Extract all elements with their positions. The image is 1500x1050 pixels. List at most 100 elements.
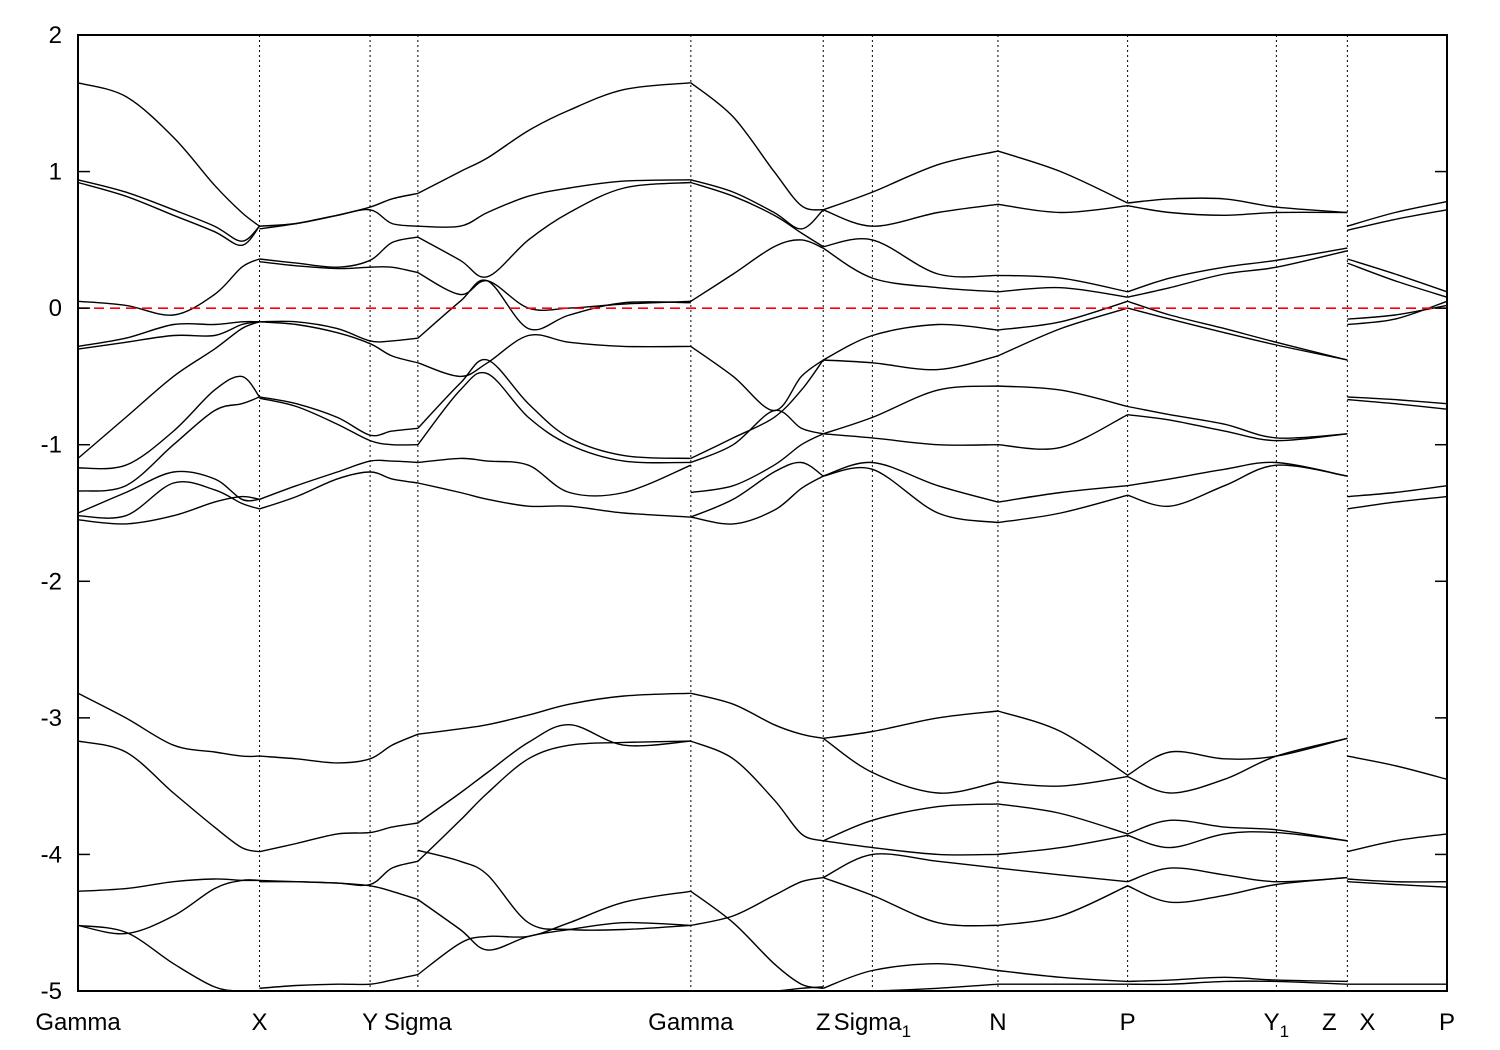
band-line-seg4-b1 (822, 203, 998, 227)
y-tick-label: -2 (41, 568, 62, 595)
band-line-seg4-b0 (822, 150, 999, 211)
band-line-seg2-b7 (417, 371, 691, 464)
bands-layer (77, 82, 1448, 993)
band-line-seg3-b11 (690, 740, 824, 842)
band-line-seg3-b0 (690, 82, 824, 211)
y-tick-label: 2 (49, 22, 62, 49)
band-line-seg7-b7 (1347, 398, 1448, 410)
band-line-seg6-b0 (1127, 197, 1348, 214)
band-line-seg5-b11 (997, 775, 1128, 787)
band-line-seg2-b8 (417, 457, 692, 497)
band-line-seg7-b12 (1347, 878, 1448, 883)
band-line-seg2-b15 (417, 890, 691, 976)
x-tick-label: X (252, 1009, 268, 1036)
band-line-seg2-b2 (417, 181, 691, 278)
band-line-seg2-b12 (417, 740, 691, 862)
band-line-seg1-b11 (259, 822, 419, 853)
band-line-seg0-b16 (77, 924, 260, 993)
band-line-seg5-b9 (997, 494, 1128, 524)
band-line-seg6-b15 (1127, 876, 1348, 904)
band-line-seg6-b16 (1127, 976, 1348, 983)
band-line-seg5-b13 (997, 834, 1128, 856)
band-line-seg5-b2 (997, 274, 1128, 293)
band-line-seg1-b7 (259, 397, 418, 446)
band-line-seg2-b6 (417, 358, 691, 460)
band-line-seg4-b16 (822, 962, 998, 989)
band-line-seg2-b5 (417, 334, 691, 378)
band-line-seg0-b7 (77, 375, 261, 470)
band-line-seg5-b5 (997, 307, 1128, 357)
band-line-seg1-b4 (259, 320, 418, 343)
band-line-seg3-b9 (690, 461, 824, 518)
band-line-seg2-b9 (417, 482, 691, 518)
band-line-seg4-b2 (823, 238, 998, 278)
band-line-seg4-b9 (823, 466, 999, 524)
band-line-seg0-b2 (77, 181, 261, 247)
band-line-seg4-b15 (822, 876, 998, 927)
band-line-seg3-b3 (690, 239, 824, 302)
x-tick-label: P (1120, 1009, 1136, 1036)
band-line-seg4-b14 (822, 853, 998, 879)
band-line-seg1-b3 (259, 261, 419, 274)
band-line-seg7-b2 (1347, 258, 1448, 293)
band-line-seg6-b3 (1127, 250, 1348, 298)
band-line-seg4-b4 (822, 323, 998, 361)
band-line-seg0-b1 (77, 179, 261, 242)
band-line-seg6-b11 (1127, 737, 1348, 794)
band-line-seg2-b11 (417, 723, 691, 824)
band-line-seg6-b10 (1127, 737, 1348, 776)
x-tick-label: Sigma1 (834, 1009, 912, 1041)
x-tick-label: Gamma (648, 1009, 734, 1036)
band-line-seg2-b13 (417, 898, 691, 951)
band-line-seg3-b7 (690, 433, 824, 494)
band-line-seg1-b5 (259, 321, 419, 364)
x-tick-label: Y (362, 1009, 378, 1036)
band-line-seg6-b6 (1127, 405, 1348, 439)
band-line-seg7-b0 (1347, 200, 1448, 227)
band-line-seg6-b7 (1127, 414, 1348, 442)
band-line-seg1-b9 (259, 471, 419, 510)
band-line-seg7-b10 (1347, 755, 1448, 780)
x-tick-label: Gamma (35, 1009, 121, 1036)
band-line-seg5-b10 (997, 710, 1128, 776)
x-tick-label: Z (1322, 1009, 1337, 1036)
band-line-seg1-b1 (259, 208, 418, 230)
band-line-seg4-b5 (823, 355, 999, 371)
y-tick-label: -1 (41, 432, 62, 459)
y-tick-label: 0 (49, 295, 62, 322)
band-line-seg1-b2 (259, 236, 419, 268)
band-line-seg7-b6 (1347, 396, 1448, 405)
band-line-seg0-b6 (77, 321, 260, 459)
band-line-seg6-b17 (1127, 980, 1348, 986)
y-axis: -5 -4 -3 -2 -1 0 1 2 (41, 22, 1447, 1005)
band-line-seg1-b10 (259, 733, 419, 764)
band-line-seg0-b9 (77, 470, 260, 514)
band-line-seg5-b4 (997, 300, 1128, 331)
band-line-seg7-b1 (1347, 209, 1448, 231)
band-line-seg3-b13 (690, 890, 824, 989)
band-line-seg1-b13 (259, 880, 419, 901)
band-line-seg2-b10 (417, 692, 691, 735)
band-line-seg0-b3 (77, 258, 260, 316)
band-line-seg7-b11 (1347, 833, 1448, 853)
band-line-seg1-b14 (259, 973, 419, 989)
x-tick-label: X (1359, 1009, 1375, 1036)
band-line-seg4-b12 (822, 803, 998, 842)
band-line-seg3-b5 (690, 359, 824, 460)
band-line-seg3-b1 (690, 179, 824, 230)
y-tick-label: -4 (41, 841, 62, 868)
band-line-seg1-b6 (259, 396, 418, 437)
band-line-seg5-b1 (997, 203, 1128, 214)
band-line-seg4-b7 (823, 433, 998, 446)
band-line-seg1-b0 (259, 192, 419, 227)
band-line-seg0-b5 (77, 321, 260, 350)
band-line-seg3-b12 (690, 876, 824, 927)
band-line-seg3-b4 (690, 345, 824, 412)
band-line-seg6-b14 (1127, 867, 1348, 883)
band-line-seg0-b0 (77, 82, 260, 227)
band-line-seg5-b6 (997, 385, 1128, 408)
y-tick-label: -3 (41, 705, 62, 732)
x-tick-label: N (989, 1009, 1006, 1036)
x-tick-label: Sigma (384, 1009, 453, 1036)
